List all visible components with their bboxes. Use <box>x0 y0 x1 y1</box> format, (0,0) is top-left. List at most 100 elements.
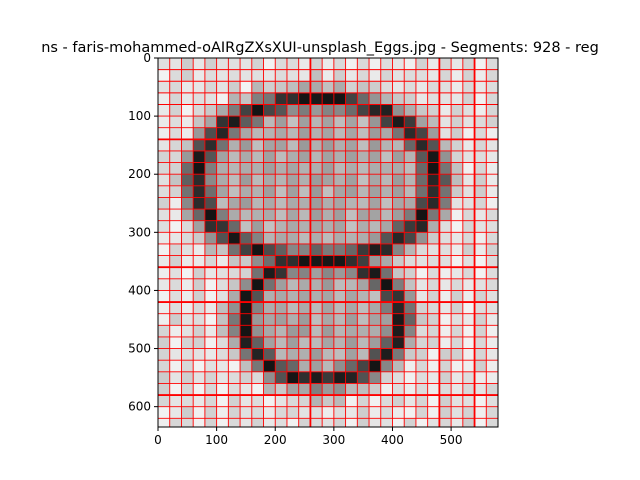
heatmap-cell <box>415 406 428 419</box>
heatmap-cell <box>240 371 252 384</box>
heatmap-cell <box>404 395 416 407</box>
heatmap-cell <box>181 139 194 151</box>
heatmap-cell <box>193 139 205 151</box>
heatmap-cell <box>216 418 229 427</box>
heatmap-cell <box>240 360 252 372</box>
heatmap-cell <box>404 150 416 163</box>
heatmap-cell <box>193 162 205 175</box>
heatmap-cell <box>486 69 498 82</box>
heatmap-cell <box>404 290 416 303</box>
heatmap-cell <box>193 255 205 268</box>
heatmap-cell <box>427 58 440 70</box>
heatmap-cell <box>427 92 440 105</box>
heatmap-cell <box>427 243 440 256</box>
heatmap-cell <box>474 243 487 256</box>
heatmap-cell <box>392 127 405 140</box>
heatmap-cell <box>240 406 252 419</box>
heatmap-cell <box>462 278 475 291</box>
heatmap-cell <box>181 220 194 233</box>
heatmap-cell <box>415 150 428 163</box>
heatmap-cell <box>216 278 229 291</box>
heatmap-cell <box>427 325 440 337</box>
heatmap-cell <box>392 150 405 163</box>
heatmap-cell <box>392 139 405 151</box>
heatmap-cell <box>427 336 440 349</box>
heatmap-cell <box>158 139 170 151</box>
heatmap-cell <box>298 220 311 233</box>
heatmap-cell <box>204 232 217 244</box>
heatmap-cell <box>486 81 498 93</box>
heatmap-cell <box>427 81 440 93</box>
x-axis: 0 100 200 300 400 500 <box>154 427 463 447</box>
heatmap-cell <box>181 267 194 279</box>
heatmap-cell <box>251 255 264 268</box>
heatmap-cell <box>415 232 428 244</box>
heatmap-cell <box>451 395 463 407</box>
heatmap-cell <box>345 81 358 93</box>
heatmap-cell <box>169 209 182 221</box>
heatmap-cell <box>380 255 393 268</box>
heatmap-cell <box>439 267 452 279</box>
heatmap-cell <box>275 58 287 70</box>
y-tick-label: 400 <box>128 283 151 297</box>
heatmap-cell <box>474 139 487 151</box>
heatmap-cell <box>392 220 405 233</box>
heatmap-cell <box>181 232 194 244</box>
heatmap-cell <box>474 232 487 244</box>
heatmap-cell <box>345 255 358 268</box>
heatmap-cell <box>240 162 252 175</box>
heatmap-cell <box>369 383 381 396</box>
heatmap-cell <box>451 81 463 93</box>
heatmap-cell <box>333 406 346 419</box>
heatmap-cell <box>181 290 194 303</box>
heatmap-cell <box>322 255 334 268</box>
heatmap-cell <box>286 139 299 151</box>
heatmap-cell <box>380 336 393 349</box>
heatmap-cell <box>333 418 346 427</box>
heatmap-cell <box>392 290 405 303</box>
heatmap-cell <box>427 150 440 163</box>
heatmap-cell <box>158 255 170 268</box>
heatmap-cell <box>427 360 440 372</box>
heatmap-cell <box>298 116 311 128</box>
heatmap-cell <box>240 302 252 314</box>
heatmap-cell <box>333 197 346 210</box>
heatmap-cell <box>486 185 498 198</box>
heatmap-cell <box>263 104 276 117</box>
heatmap-cell <box>333 371 346 384</box>
heatmap-cell <box>286 174 299 186</box>
heatmap-cell <box>298 139 311 151</box>
heatmap-cell <box>392 395 405 407</box>
heatmap-cell <box>240 243 252 256</box>
heatmap-cell <box>357 395 370 407</box>
heatmap-cell <box>439 255 452 268</box>
heatmap-cell <box>158 162 170 175</box>
heatmap-cell <box>415 267 428 279</box>
heatmap-cell <box>298 267 311 279</box>
heatmap-cell <box>462 174 475 186</box>
heatmap-cell <box>333 255 346 268</box>
heatmap-cell <box>286 220 299 233</box>
heatmap-cell <box>286 232 299 244</box>
heatmap-cell <box>158 150 170 163</box>
heatmap-cell <box>181 395 194 407</box>
heatmap-cell <box>451 150 463 163</box>
heatmap-cell <box>158 209 170 221</box>
heatmap-cell <box>298 185 311 198</box>
heatmap-cell <box>439 290 452 303</box>
heatmap-cell <box>286 127 299 140</box>
heatmap-cell <box>240 185 252 198</box>
heatmap-cell <box>298 313 311 326</box>
heatmap-cell <box>439 185 452 198</box>
heatmap-cell <box>345 336 358 349</box>
heatmap-cell <box>193 243 205 256</box>
heatmap-cell <box>216 243 229 256</box>
heatmap-cell <box>263 81 276 93</box>
heatmap-cell <box>486 278 498 291</box>
heatmap-cell <box>451 69 463 82</box>
heatmap-cell <box>169 81 182 93</box>
heatmap-cell <box>286 383 299 396</box>
heatmap-cell <box>392 406 405 419</box>
heatmap-cell <box>310 302 323 314</box>
y-tick-label: 0 <box>143 51 151 65</box>
